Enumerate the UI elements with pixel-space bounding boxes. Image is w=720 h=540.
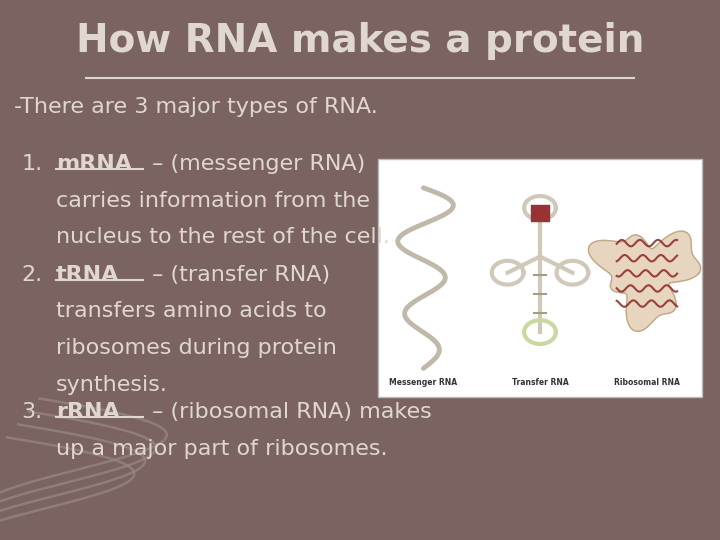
- Text: transfers amino acids to: transfers amino acids to: [56, 301, 327, 321]
- Text: How RNA makes a protein: How RNA makes a protein: [76, 22, 644, 59]
- Text: rRNA: rRNA: [56, 402, 120, 422]
- Text: -There are 3 major types of RNA.: -There are 3 major types of RNA.: [14, 97, 378, 117]
- Text: mRNA: mRNA: [56, 154, 132, 174]
- Text: – (transfer RNA): – (transfer RNA): [145, 265, 330, 285]
- Text: nucleus to the rest of the cell.: nucleus to the rest of the cell.: [56, 227, 390, 247]
- Text: 2.: 2.: [22, 265, 42, 285]
- Text: ribosomes during protein: ribosomes during protein: [56, 338, 337, 358]
- Text: up a major part of ribosomes.: up a major part of ribosomes.: [56, 439, 387, 459]
- Text: – (messenger RNA): – (messenger RNA): [145, 154, 366, 174]
- Polygon shape: [588, 231, 701, 332]
- Text: – (ribosomal RNA) makes: – (ribosomal RNA) makes: [145, 402, 432, 422]
- Text: Messenger RNA: Messenger RNA: [390, 378, 457, 387]
- Text: Transfer RNA: Transfer RNA: [512, 378, 568, 387]
- FancyBboxPatch shape: [378, 159, 702, 397]
- Text: carries information from the: carries information from the: [56, 191, 370, 211]
- Text: tRNA: tRNA: [56, 265, 120, 285]
- Text: Ribosomal RNA: Ribosomal RNA: [614, 378, 680, 387]
- Text: synthesis.: synthesis.: [56, 375, 168, 395]
- Text: 1.: 1.: [22, 154, 42, 174]
- Text: 3.: 3.: [22, 402, 42, 422]
